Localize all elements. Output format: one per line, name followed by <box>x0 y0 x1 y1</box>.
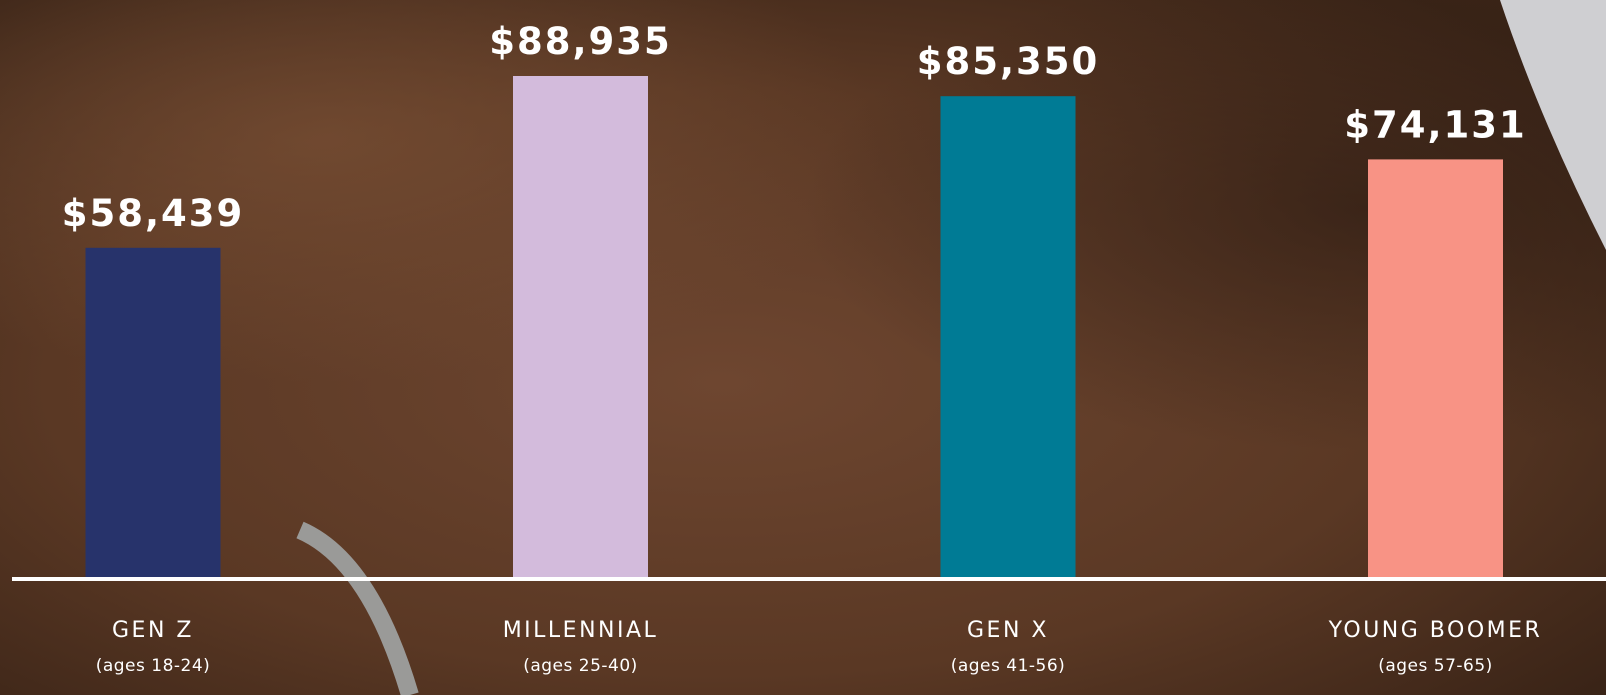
chart: $58,439 GEN Z (ages 18-24) $88,935 MILLENNIA… <box>0 0 1606 695</box>
value-label: $74,131 <box>1344 103 1527 146</box>
category-sublabel: (ages 18-24) <box>96 656 211 676</box>
category-sublabel: (ages 41-56) <box>951 656 1066 676</box>
category-label: YOUNG BOOMER <box>1328 618 1543 643</box>
category-label: MILLENNIAL <box>503 618 659 643</box>
category-label: GEN X <box>967 618 1049 643</box>
category-sublabel: (ages 25-40) <box>523 656 638 676</box>
category-label: GEN Z <box>112 618 194 643</box>
category-sublabel: (ages 57-65) <box>1378 656 1493 676</box>
page: {"chart_data": {"type": "bar", "categori… <box>0 0 1606 695</box>
value-label: $88,935 <box>489 20 672 63</box>
bar <box>941 96 1076 577</box>
bar <box>86 248 221 577</box>
bar <box>513 76 648 577</box>
bar <box>1368 159 1503 577</box>
value-label: $58,439 <box>62 192 245 235</box>
value-label: $85,350 <box>917 40 1100 83</box>
